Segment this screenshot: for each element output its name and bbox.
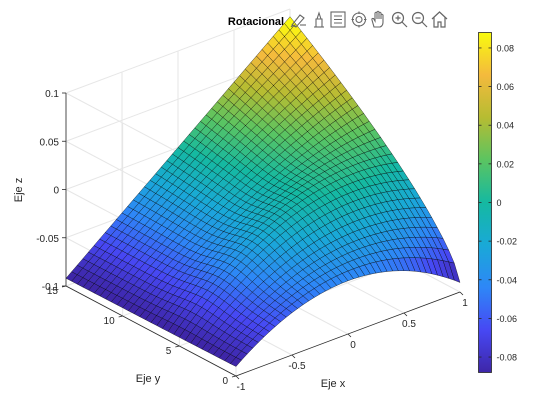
z-axis-label: Eje z	[13, 178, 25, 202]
colorbar-tick-label: 0.04	[497, 121, 515, 131]
home-icon[interactable]	[431, 11, 448, 28]
x-tick	[459, 291, 464, 296]
x-tick	[291, 354, 296, 359]
x-tick-label: 0	[350, 340, 356, 351]
legend-icon[interactable]	[330, 11, 346, 28]
zoom-in-icon[interactable]	[391, 11, 408, 28]
x-tick-label: 0.5	[402, 319, 416, 330]
colorbar-tick-label: 0.08	[497, 43, 515, 53]
chart-title: Rotacional	[228, 16, 284, 28]
z-tick-label: 0	[53, 186, 59, 197]
surface-patch	[448, 261, 461, 283]
y-axis-label: Eje y	[136, 373, 161, 385]
surface-plot	[65, 16, 461, 367]
y-tick	[118, 315, 123, 318]
y-tick-label: 0	[222, 376, 228, 387]
z-tick-label: 0.1	[45, 89, 59, 100]
x-axis-label: Eje x	[321, 378, 346, 390]
colorbar-tick-label: 0	[497, 198, 502, 208]
x-tick-label: -0.5	[288, 361, 306, 372]
colorbar-tick-label: -0.06	[497, 314, 518, 324]
y-tick-label: 10	[104, 316, 116, 327]
x-tick	[347, 333, 352, 338]
y-tick	[231, 375, 237, 378]
y-tick-label: 15	[47, 286, 59, 297]
colorbar-tick-label: -0.08	[497, 353, 518, 363]
x-tick-label: -1	[237, 382, 246, 393]
y-axis-line	[65, 285, 237, 377]
colorbar-ticks: 0.08 0.06 0.04 0.02 0 -0.02 -0.04 -0.06 -0.08	[478, 43, 518, 363]
colorbar-tick-label: -0.04	[497, 275, 518, 285]
y-tick	[175, 345, 180, 348]
x-tick-label: 1	[462, 298, 468, 309]
axes-toolbar	[290, 10, 448, 28]
data-tips-icon[interactable]	[314, 11, 324, 28]
z-tick-label: -0.05	[36, 234, 59, 245]
x-tick	[403, 312, 408, 317]
brush-icon[interactable]	[290, 14, 306, 28]
zoom-out-icon[interactable]	[411, 11, 428, 28]
colorbar-tick-label: 0.02	[497, 159, 515, 169]
colorbar: 0.08 0.06 0.04 0.02 0 -0.02 -0.04 -0.06 -0.08	[478, 32, 518, 373]
colorbar-tick-label: -0.02	[497, 237, 518, 247]
axes-lines	[61, 92, 464, 380]
colorbar-tick-label: 0.06	[497, 82, 515, 92]
x-tick	[235, 375, 240, 380]
z-tick-label: 0.05	[40, 137, 60, 148]
pan-hand-icon[interactable]	[371, 10, 384, 28]
y-tick-label: 5	[166, 346, 172, 357]
rotate-3d-icon[interactable]	[351, 11, 367, 28]
z-tick-label: -0.1	[42, 282, 60, 293]
